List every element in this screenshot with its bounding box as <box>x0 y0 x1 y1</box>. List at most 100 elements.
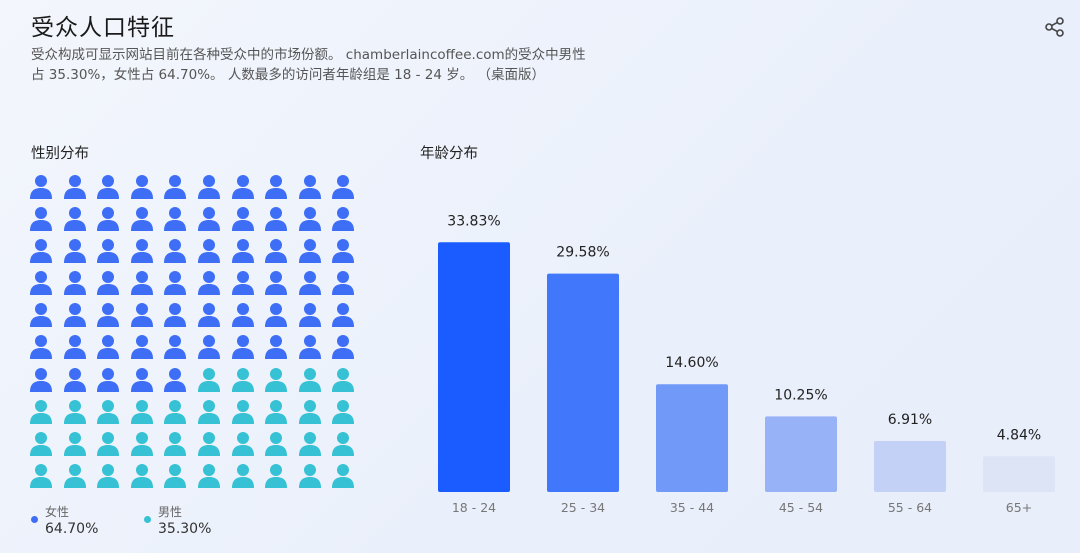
person-icon <box>231 463 254 488</box>
person-icon <box>97 335 120 360</box>
person-icon <box>197 175 220 199</box>
person-icon <box>197 463 220 488</box>
person-icon <box>63 335 86 360</box>
female-percent: 64.70% <box>45 521 99 537</box>
person-icon <box>164 431 187 456</box>
age-category-label: 18 - 24 <box>452 500 496 515</box>
page-title: 受众人口特征 <box>31 15 175 41</box>
age-category-label: 65+ <box>1006 500 1032 515</box>
person-icon <box>197 271 220 296</box>
male-percent: 35.30% <box>158 521 212 537</box>
person-icon <box>231 431 254 456</box>
person-icon <box>197 335 220 360</box>
legend-female: 女性 64.70% <box>31 505 98 538</box>
person-icon <box>97 271 120 296</box>
person-icon <box>30 431 52 456</box>
person-icon <box>332 367 355 392</box>
person-icon <box>298 271 321 296</box>
person-icon <box>265 207 288 232</box>
age-bar <box>656 384 728 492</box>
person-icon <box>130 303 153 328</box>
person-icon <box>130 335 153 360</box>
person-icon <box>130 367 153 392</box>
age-category-label: 45 - 54 <box>779 500 823 515</box>
person-icon <box>63 239 86 264</box>
person-icon <box>63 399 86 424</box>
person-icon <box>164 399 187 424</box>
person-icon <box>332 431 355 456</box>
person-icon <box>30 303 52 328</box>
female-label: 女性 <box>45 505 70 519</box>
female-legend-dot <box>31 516 38 523</box>
person-icon <box>97 303 120 328</box>
age-bar <box>874 440 946 492</box>
person-icon <box>164 175 187 199</box>
person-icon <box>332 271 355 296</box>
person-icon <box>30 463 52 488</box>
person-icon <box>164 271 187 296</box>
male-legend-dot <box>144 516 151 523</box>
person-icon <box>197 431 220 456</box>
legend-male: 男性 35.30% <box>144 505 211 538</box>
person-icon <box>97 367 120 392</box>
person-icon <box>97 239 120 264</box>
person-icon <box>265 335 288 360</box>
person-icon <box>231 335 254 360</box>
person-icon <box>197 367 220 392</box>
age-category-label: 35 - 44 <box>670 500 714 515</box>
person-icon <box>164 207 187 232</box>
person-icon <box>265 367 288 392</box>
person-icon <box>130 271 153 296</box>
person-icon <box>30 271 52 296</box>
person-icon <box>231 367 254 392</box>
age-bar <box>983 456 1055 492</box>
person-icon <box>265 463 288 488</box>
person-icon <box>130 463 153 488</box>
person-icon <box>63 303 86 328</box>
person-icon <box>130 239 153 264</box>
person-icon <box>164 335 187 360</box>
person-icon <box>164 463 187 488</box>
person-icon <box>332 399 355 424</box>
person-icon <box>30 335 52 360</box>
share-icon[interactable] <box>1044 16 1066 38</box>
person-icon <box>97 463 120 488</box>
age-value-label: 10.25% <box>774 387 827 403</box>
person-icon <box>231 303 254 328</box>
person-icon <box>298 207 321 232</box>
age-section-label: 年龄分布 <box>420 146 478 162</box>
person-icon <box>332 207 355 232</box>
person-icon <box>130 207 153 232</box>
age-value-label: 29.58% <box>556 245 609 261</box>
person-icon <box>265 271 288 296</box>
person-icon <box>265 175 288 199</box>
person-icon <box>197 399 220 424</box>
age-value-label: 14.60% <box>665 355 718 371</box>
person-icon <box>130 399 153 424</box>
gender-icon-grid <box>29 174 369 494</box>
person-icon <box>164 239 187 264</box>
age-bar <box>547 273 619 492</box>
person-icon <box>97 399 120 424</box>
person-icon <box>231 207 254 232</box>
person-icon <box>231 399 254 424</box>
person-icon <box>332 335 355 360</box>
person-icon <box>63 175 86 199</box>
person-icon <box>265 431 288 456</box>
person-icon <box>30 367 52 392</box>
age-bar <box>438 242 510 492</box>
person-icon <box>197 207 220 232</box>
person-icon <box>265 239 288 264</box>
person-icon <box>30 399 52 424</box>
person-icon <box>298 463 321 488</box>
age-category-label: 25 - 34 <box>561 500 605 515</box>
age-value-label: 6.91% <box>888 412 932 428</box>
person-icon <box>332 463 355 488</box>
audience-description: 受众构成可显示网站目前在各种受众中的市场份额。 chamberlaincoffe… <box>31 47 586 83</box>
person-icon <box>298 175 321 199</box>
person-icon <box>97 175 120 199</box>
gender-section-label: 性别分布 <box>31 146 89 162</box>
person-icon <box>30 239 52 264</box>
person-icon <box>298 367 321 392</box>
